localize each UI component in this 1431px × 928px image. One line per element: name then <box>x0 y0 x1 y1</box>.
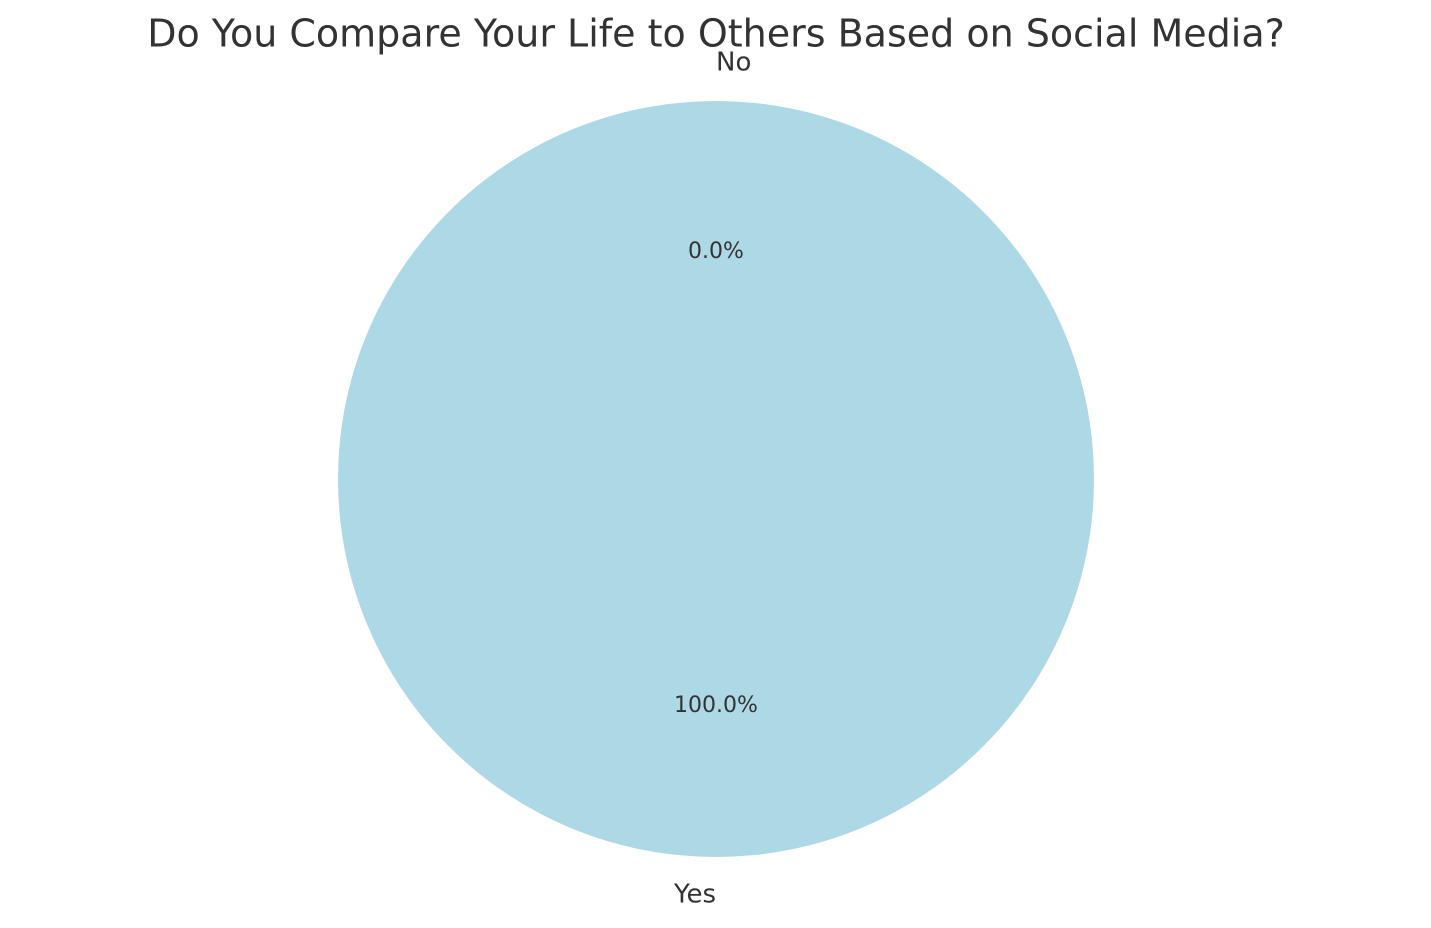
slice-label: No <box>716 48 751 78</box>
slice-label: Yes <box>673 879 716 909</box>
value-label: 0.0% <box>688 239 744 264</box>
value-label: 100.0% <box>674 693 758 718</box>
chart-title: Do You Compare Your Life to Others Based… <box>147 12 1285 56</box>
pie-slice <box>338 101 1094 857</box>
